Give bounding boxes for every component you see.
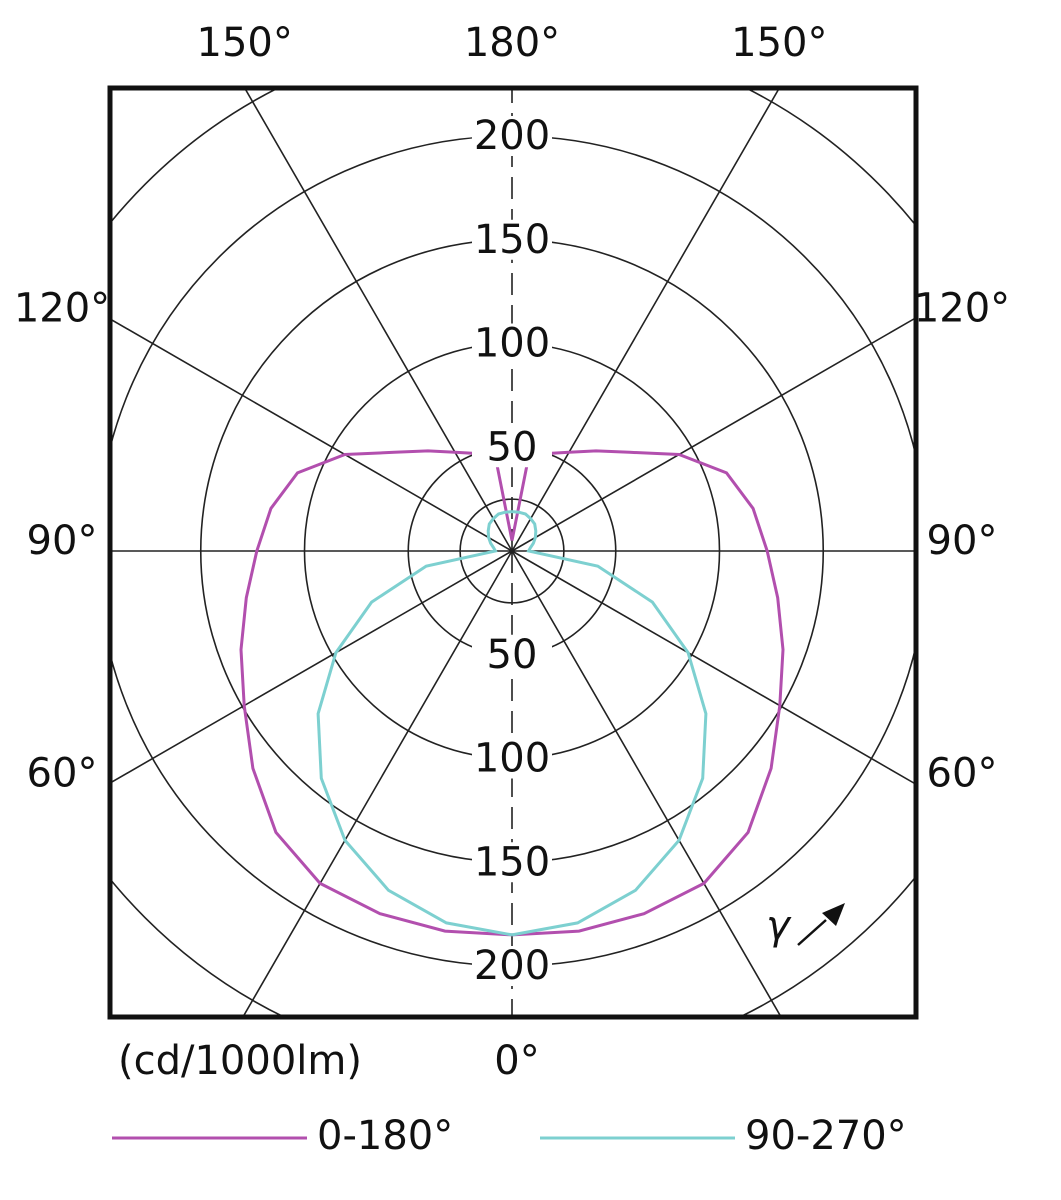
labels: 50 50 100 100 150 150 200 200 0° 60° 60° 90° 90° 120°…	[14, 20, 1010, 1084]
theta-tick-label: 120°	[14, 285, 110, 331]
radial-line	[242, 550, 513, 1017]
radial-line	[511, 316, 916, 552]
gamma-arrowhead	[822, 903, 845, 926]
theta-tick-label: 150°	[731, 20, 827, 66]
legend-label: 90-270°	[745, 1113, 907, 1159]
unit-label: (cd/1000lm)	[118, 1038, 362, 1084]
r-tick-bg	[472, 842, 552, 883]
radial-line	[511, 550, 782, 1017]
series-line	[316, 510, 513, 937]
r-tick-bg	[472, 323, 552, 364]
radial-line	[511, 88, 781, 552]
r-tick-label: 200	[474, 113, 550, 159]
theta-tick-label: 90°	[927, 518, 998, 564]
r-tick-bg	[472, 219, 552, 260]
gamma-arrow	[797, 919, 827, 946]
series-line	[239, 449, 514, 937]
r-tick-label: 150	[474, 217, 550, 263]
r-tick-bg	[472, 427, 552, 468]
radial-line	[511, 550, 916, 786]
theta-tick-label: 60°	[927, 751, 998, 797]
radial-line	[243, 88, 513, 552]
plot-frame	[107, 85, 919, 1020]
theta-tick-label: 180°	[464, 20, 560, 66]
r-tick-label: 50	[487, 632, 538, 678]
radial-line	[110, 317, 513, 552]
theta-tick-label: 120°	[914, 285, 1010, 331]
series-line	[511, 510, 708, 937]
theta-tick-label: 60°	[27, 751, 98, 797]
r-tick-label: 150	[474, 839, 550, 885]
r-tick-bg	[472, 738, 552, 779]
theta-tick-label: 0°	[494, 1038, 539, 1084]
theta-tick-label: 150°	[197, 20, 293, 66]
theta-tick-label: 90°	[27, 518, 98, 564]
legend-label: 0-180°	[317, 1113, 453, 1159]
curves	[239, 449, 785, 937]
gamma-label: γ	[766, 903, 792, 949]
r-tick-label: 100	[474, 321, 550, 367]
series-line	[510, 449, 785, 937]
r-tick-label: 200	[474, 943, 550, 989]
r-tick-bg	[472, 946, 552, 986]
r-tick-bg	[472, 634, 552, 675]
r-tick-label: 50	[487, 424, 538, 470]
radial-line	[110, 550, 513, 785]
r-tick-bg	[472, 116, 552, 156]
r-tick-label: 100	[474, 736, 550, 782]
